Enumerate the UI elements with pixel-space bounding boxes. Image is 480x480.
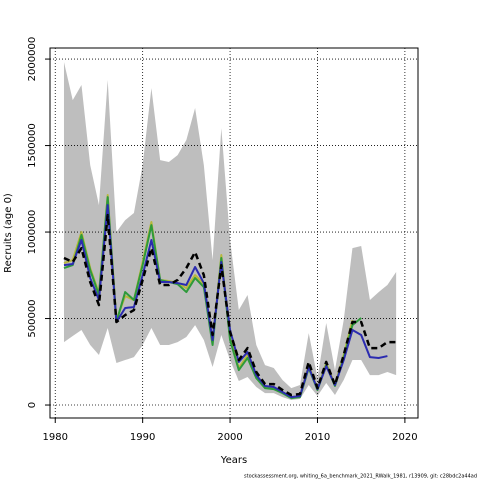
- plot-frame: [49, 47, 419, 419]
- x-axis-label: Years: [220, 455, 247, 466]
- y-axis-label: Recruits (age 0): [3, 193, 14, 273]
- x-tick-label: 1990: [130, 432, 155, 443]
- y-tick-label: 1000000: [27, 210, 38, 255]
- x-tick-label: 2020: [392, 432, 417, 443]
- y-tick-label: 0: [27, 402, 38, 408]
- x-tick-label: 1980: [43, 432, 68, 443]
- y-tick-label: 500000: [27, 299, 38, 337]
- y-tick-label: 1500000: [27, 123, 38, 168]
- confidence-band: [63, 62, 397, 401]
- series-line: [63, 213, 397, 397]
- y-tick-label: 2000000: [27, 37, 38, 82]
- x-tick-label: 2010: [305, 432, 330, 443]
- x-tick-label: 2000: [217, 432, 242, 443]
- footer: stockassessment.org, whiting_6a_benchmar…: [244, 474, 477, 480]
